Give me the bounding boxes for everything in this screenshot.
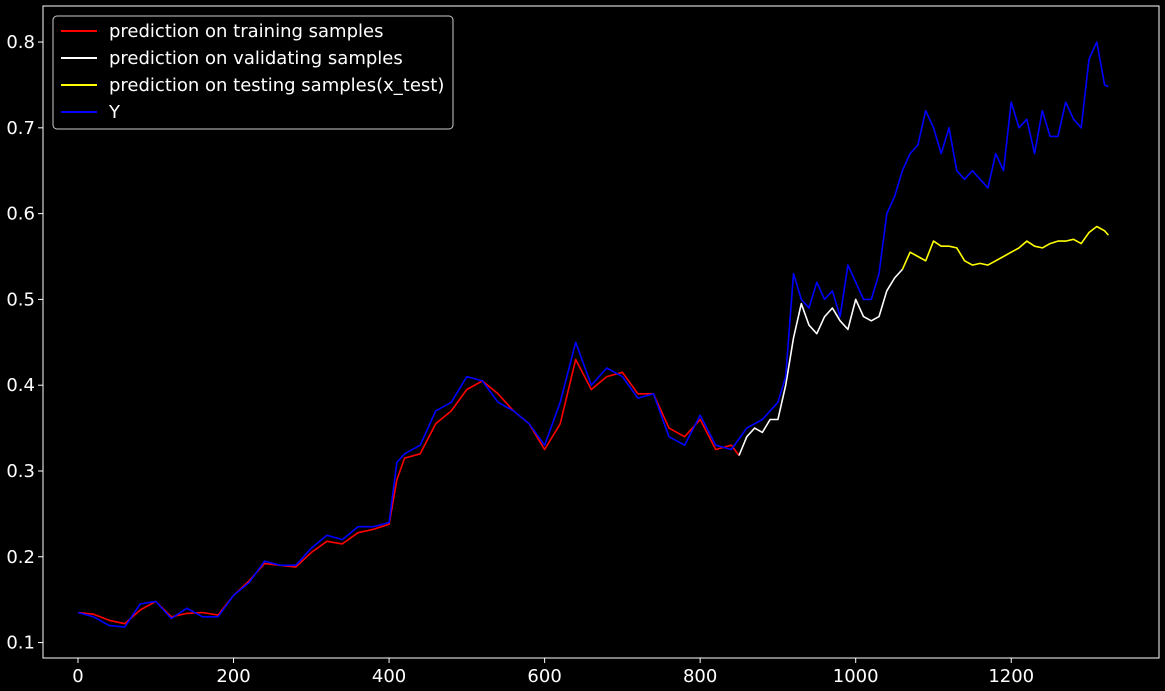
y-tick-label: 0.1 [6,633,35,654]
legend: prediction on training samples prediction… [52,15,454,130]
x-tick-label: 600 [527,666,561,687]
x-tick-label: 200 [216,666,250,687]
x-tick-label: 1200 [988,666,1034,687]
legend-items: prediction on training samples prediction… [61,21,444,123]
series-line-1 [77,358,740,625]
legend-label-4: Y [108,102,121,123]
x-tick-label: 0 [72,666,83,687]
series-line-4 [77,41,1109,628]
series-line-2 [738,268,903,456]
ticks-layer: 0 200 400 600 800 1000 1200 0.1 0.2 0.3 0.4 0.5 0.6 0… [6,32,1034,687]
series-line-3 [901,225,1109,270]
plot-frame [42,5,1160,659]
y-tick-label: 0.6 [6,204,35,225]
y-tick-label: 0.2 [6,547,35,568]
y-tick-label: 0.3 [6,461,35,482]
legend-label-2: prediction on validating samples [109,48,403,69]
legend-label-1: prediction on training samples [109,21,383,42]
legend-frame [52,15,454,130]
series-layer [77,41,1109,628]
y-tick-label: 0.7 [6,118,35,139]
x-tick-label: 800 [683,666,717,687]
y-tick-label: 0.8 [6,32,35,53]
y-tick-label: 0.5 [6,289,35,310]
x-tick-label: 400 [372,666,406,687]
y-tick-label: 0.4 [6,375,35,396]
x-tick-label: 1000 [833,666,879,687]
legend-label-3: prediction on testing samples(x_test) [109,75,444,96]
